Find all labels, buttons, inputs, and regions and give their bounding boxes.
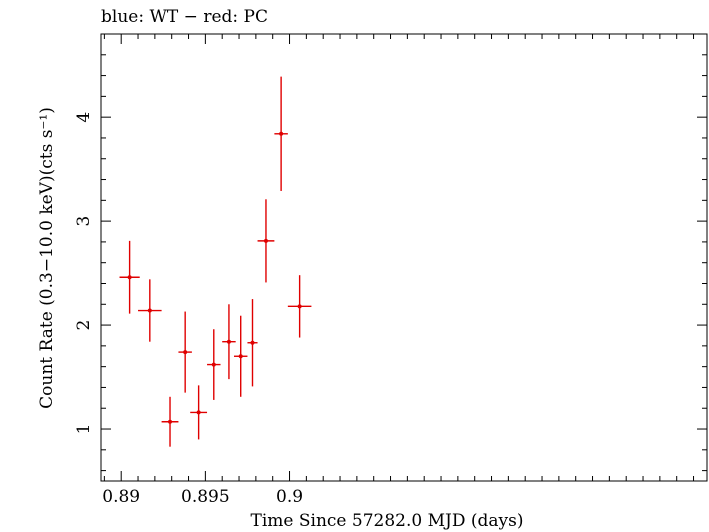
data-point <box>287 275 312 338</box>
point-marker <box>250 340 255 345</box>
plot-frame <box>100 33 708 482</box>
data-point <box>190 385 208 440</box>
point-marker <box>263 238 268 243</box>
x-tick-label: 0.89 <box>102 487 140 507</box>
point-marker <box>196 410 201 415</box>
data-points <box>119 76 312 447</box>
x-tick-label: 0.9 <box>276 487 303 507</box>
data-point <box>207 329 221 400</box>
point-marker <box>279 131 284 136</box>
point-marker <box>183 350 188 355</box>
x-axis-label: Time Since 57282.0 MJD (days) <box>251 511 524 531</box>
y-tick-label: 3 <box>74 216 94 227</box>
data-point <box>274 76 288 191</box>
point-marker <box>211 362 216 367</box>
data-point <box>222 304 236 380</box>
y-axis-ticks: 1 2 3 4 <box>74 33 707 472</box>
y-axis-label: Count Rate (0.3−10.0 keV)(cts s⁻¹) <box>37 107 57 409</box>
point-marker <box>226 339 231 344</box>
data-point <box>161 396 179 447</box>
point-marker <box>168 419 173 424</box>
x-axis-ticks: 0.89 0.895 0.9 <box>102 34 695 507</box>
data-point <box>178 311 192 393</box>
data-point <box>138 279 162 342</box>
data-point <box>257 199 275 283</box>
y-tick-label: 2 <box>74 320 94 331</box>
chart-title: blue: WT − red: PC <box>101 7 268 27</box>
point-marker <box>297 304 302 309</box>
y-tick-label: 4 <box>74 112 94 123</box>
data-point <box>233 315 248 397</box>
x-tick-label: 0.895 <box>181 487 230 507</box>
data-point <box>119 240 140 314</box>
point-marker <box>147 308 152 313</box>
point-marker <box>238 354 243 359</box>
y-tick-label: 1 <box>74 424 94 435</box>
data-point <box>247 299 258 387</box>
point-marker <box>127 275 132 280</box>
